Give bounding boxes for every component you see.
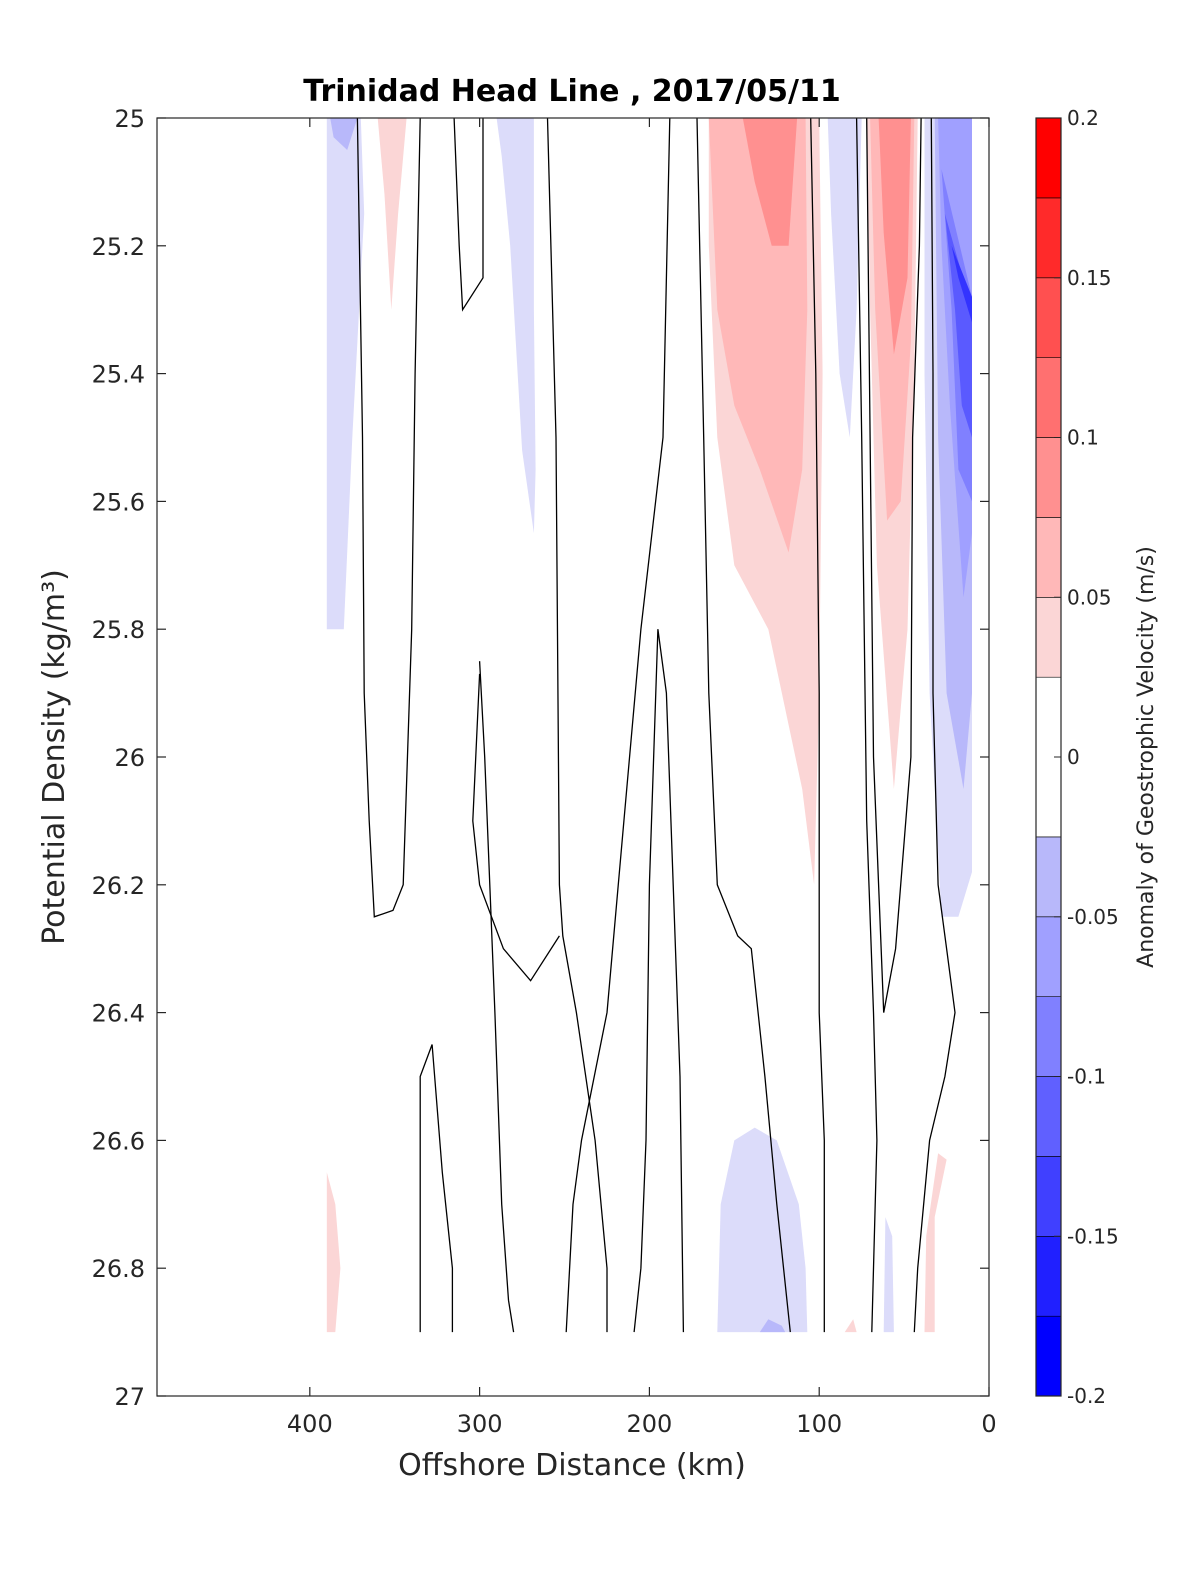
y-tick-label: 25.6	[92, 488, 145, 516]
colorbar-level-10	[1035, 437, 1062, 518]
contour-region-positive-20	[844, 1319, 857, 1333]
colorbar-label: Anomaly of Geostrophic Velocity (m/s)	[1134, 546, 1159, 968]
x-axis-label: Offshore Distance (km)	[398, 1448, 746, 1483]
colorbar-level-14	[1035, 117, 1062, 199]
contour-region-negative-3	[496, 118, 536, 534]
zero-contour-line-4	[546, 117, 608, 1333]
y-tick-label: 26.8	[92, 1255, 145, 1283]
x-tick-label: 200	[627, 1410, 673, 1438]
colorbar-level-6	[1035, 836, 1062, 918]
y-axis-ticks: 25 25.2 25.4 25.6 25.8 26 26.2 26.4 26.6 26.8 27	[92, 105, 989, 1411]
colorbar-level-2	[1035, 1156, 1062, 1237]
contour-region-negative-16	[951, 245, 972, 323]
colorbar-level-13	[1035, 197, 1062, 279]
chart-title: Trinidad Head Line , 2017/05/11	[303, 74, 840, 109]
y-tick-label: 25	[114, 105, 145, 133]
zero-contour-line-10	[855, 117, 878, 1333]
x-tick-label: 0	[981, 1410, 996, 1438]
colorbar-level-9	[1035, 517, 1062, 598]
contour-region-negative-15	[944, 213, 972, 438]
contour-region-positive-17	[326, 1172, 341, 1333]
colorbar-tick-label: 0.2	[1067, 106, 1099, 130]
y-tick-label: 25.8	[92, 616, 145, 644]
contour-region-positive-10	[878, 118, 911, 355]
colorbar-level-5	[1035, 916, 1062, 997]
zero-contour-line-5	[472, 673, 560, 982]
colorbar-ticks: -0.2 -0.15 -0.1 -0.05 0 0.05 0.1 0.15 0.2	[1054, 106, 1119, 1408]
zero-contour-line-8	[696, 117, 791, 1333]
x-tick-label: 300	[457, 1410, 503, 1438]
contour-region-positive-6	[742, 118, 798, 246]
zero-contour-line-7	[633, 629, 685, 1333]
colorbar-level-4	[1035, 996, 1062, 1077]
zero-contour-line-0	[356, 117, 421, 918]
zero-contour-line-3	[419, 1044, 454, 1333]
colorbar-level-3	[1035, 1076, 1062, 1157]
contour-region-positive-22	[924, 1153, 947, 1333]
y-tick-label: 26.6	[92, 1127, 145, 1155]
colorbar-tick-label: -0.15	[1067, 1224, 1119, 1248]
colorbar-level-12	[1035, 277, 1062, 358]
y-tick-label: 26	[114, 744, 145, 772]
contour-region-negative-21	[883, 1217, 894, 1333]
colorbar-level-1	[1035, 1236, 1062, 1317]
colorbar-level-11	[1035, 357, 1062, 438]
colorbar-level-0	[1035, 1315, 1062, 1397]
colorbar-tick-label: 0.1	[1067, 426, 1099, 450]
zero-contour-line-12	[913, 117, 956, 1333]
colorbar-tick-label: 0.05	[1067, 585, 1112, 609]
colorbar-tick-label: 0.15	[1067, 266, 1112, 290]
y-tick-label: 26.2	[92, 872, 145, 900]
y-tick-label: 27	[114, 1383, 145, 1411]
x-tick-label: 100	[796, 1410, 842, 1438]
zero-contour-line-6	[565, 117, 671, 1333]
colorbar-tick-label: -0.2	[1067, 1384, 1106, 1408]
colorbar	[1035, 117, 1062, 1397]
y-axis-label: Potential Density (kg/m³)	[37, 569, 72, 945]
zero-contour-line-1	[453, 117, 484, 312]
contour-region-negative-1	[330, 118, 358, 150]
zero-contour-line-2	[478, 661, 515, 1333]
y-tick-label: 26.4	[92, 1000, 145, 1028]
contour-region-negative-19	[759, 1319, 786, 1333]
colorbar-tick-label: 0	[1067, 745, 1080, 769]
contour-region-positive-2	[377, 118, 407, 310]
contour-region-negative-0	[326, 118, 365, 630]
zero-contour-line-11	[866, 117, 922, 1013]
colorbar-level-8	[1035, 596, 1062, 678]
colorbar-tick-label: -0.1	[1067, 1065, 1106, 1089]
filled-contour-regions	[326, 118, 972, 1333]
y-tick-label: 25.2	[92, 233, 145, 261]
zero-contour-line-9	[810, 117, 825, 1333]
x-tick-label: 400	[287, 1410, 333, 1438]
zero-contour-lines	[356, 117, 956, 1333]
colorbar-tick-label: -0.05	[1067, 905, 1119, 929]
x-axis-ticks: 400 300 200 100 0	[287, 118, 997, 1438]
contour-region-negative-7	[827, 118, 862, 438]
y-tick-label: 25.4	[92, 361, 145, 389]
